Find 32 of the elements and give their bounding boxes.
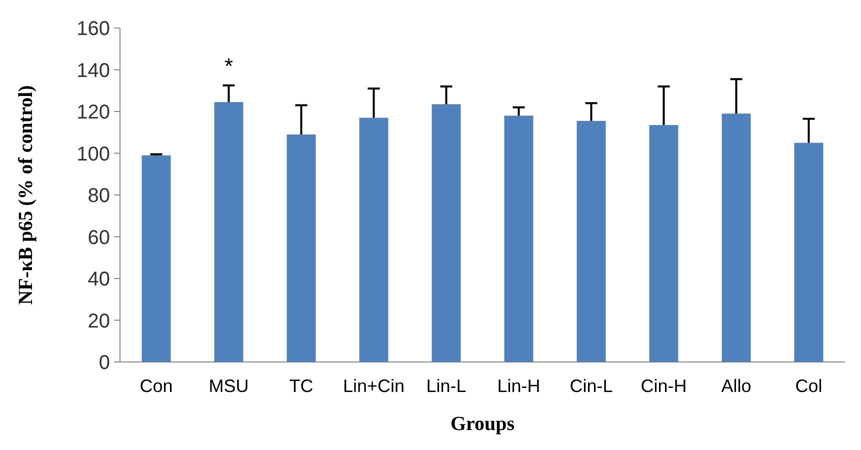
x-tick-label: Col (795, 376, 822, 396)
x-tick-label: Lin-L (426, 376, 466, 396)
x-tick-label: Cin-L (570, 376, 613, 396)
x-tick-label: Lin+Cin (342, 376, 405, 396)
x-axis-title: Groups (450, 413, 515, 435)
bar (722, 114, 751, 362)
x-tick-label: Allo (721, 376, 752, 396)
y-tick-label: 80 (88, 185, 110, 207)
bar (504, 116, 534, 362)
x-tick-label: TC (289, 376, 314, 396)
y-tick-label: 60 (88, 226, 110, 249)
annotation: * (224, 53, 234, 78)
bar (359, 118, 388, 362)
y-tick-label: 100 (76, 143, 110, 166)
bar (286, 134, 316, 362)
x-tick-label: Cin-H (640, 376, 687, 396)
y-tick-label: 40 (88, 268, 110, 290)
bar (649, 125, 678, 362)
y-axis-title: NF-κB p65 (% of control) (15, 85, 37, 305)
y-tick-label: 140 (76, 60, 110, 82)
bar (432, 104, 461, 362)
x-tick-label: Lin-H (497, 376, 540, 396)
y-tick-label: 160 (76, 18, 110, 40)
y-tick-label: 120 (76, 102, 110, 124)
bar (794, 142, 824, 362)
x-tick-label: Con (140, 376, 173, 396)
y-tick-label: 20 (88, 310, 110, 332)
y-tick-label: 0 (98, 352, 110, 374)
bar (214, 102, 244, 362)
bar (142, 155, 171, 362)
x-tick-label: MSU (208, 376, 249, 396)
bar (576, 120, 606, 362)
